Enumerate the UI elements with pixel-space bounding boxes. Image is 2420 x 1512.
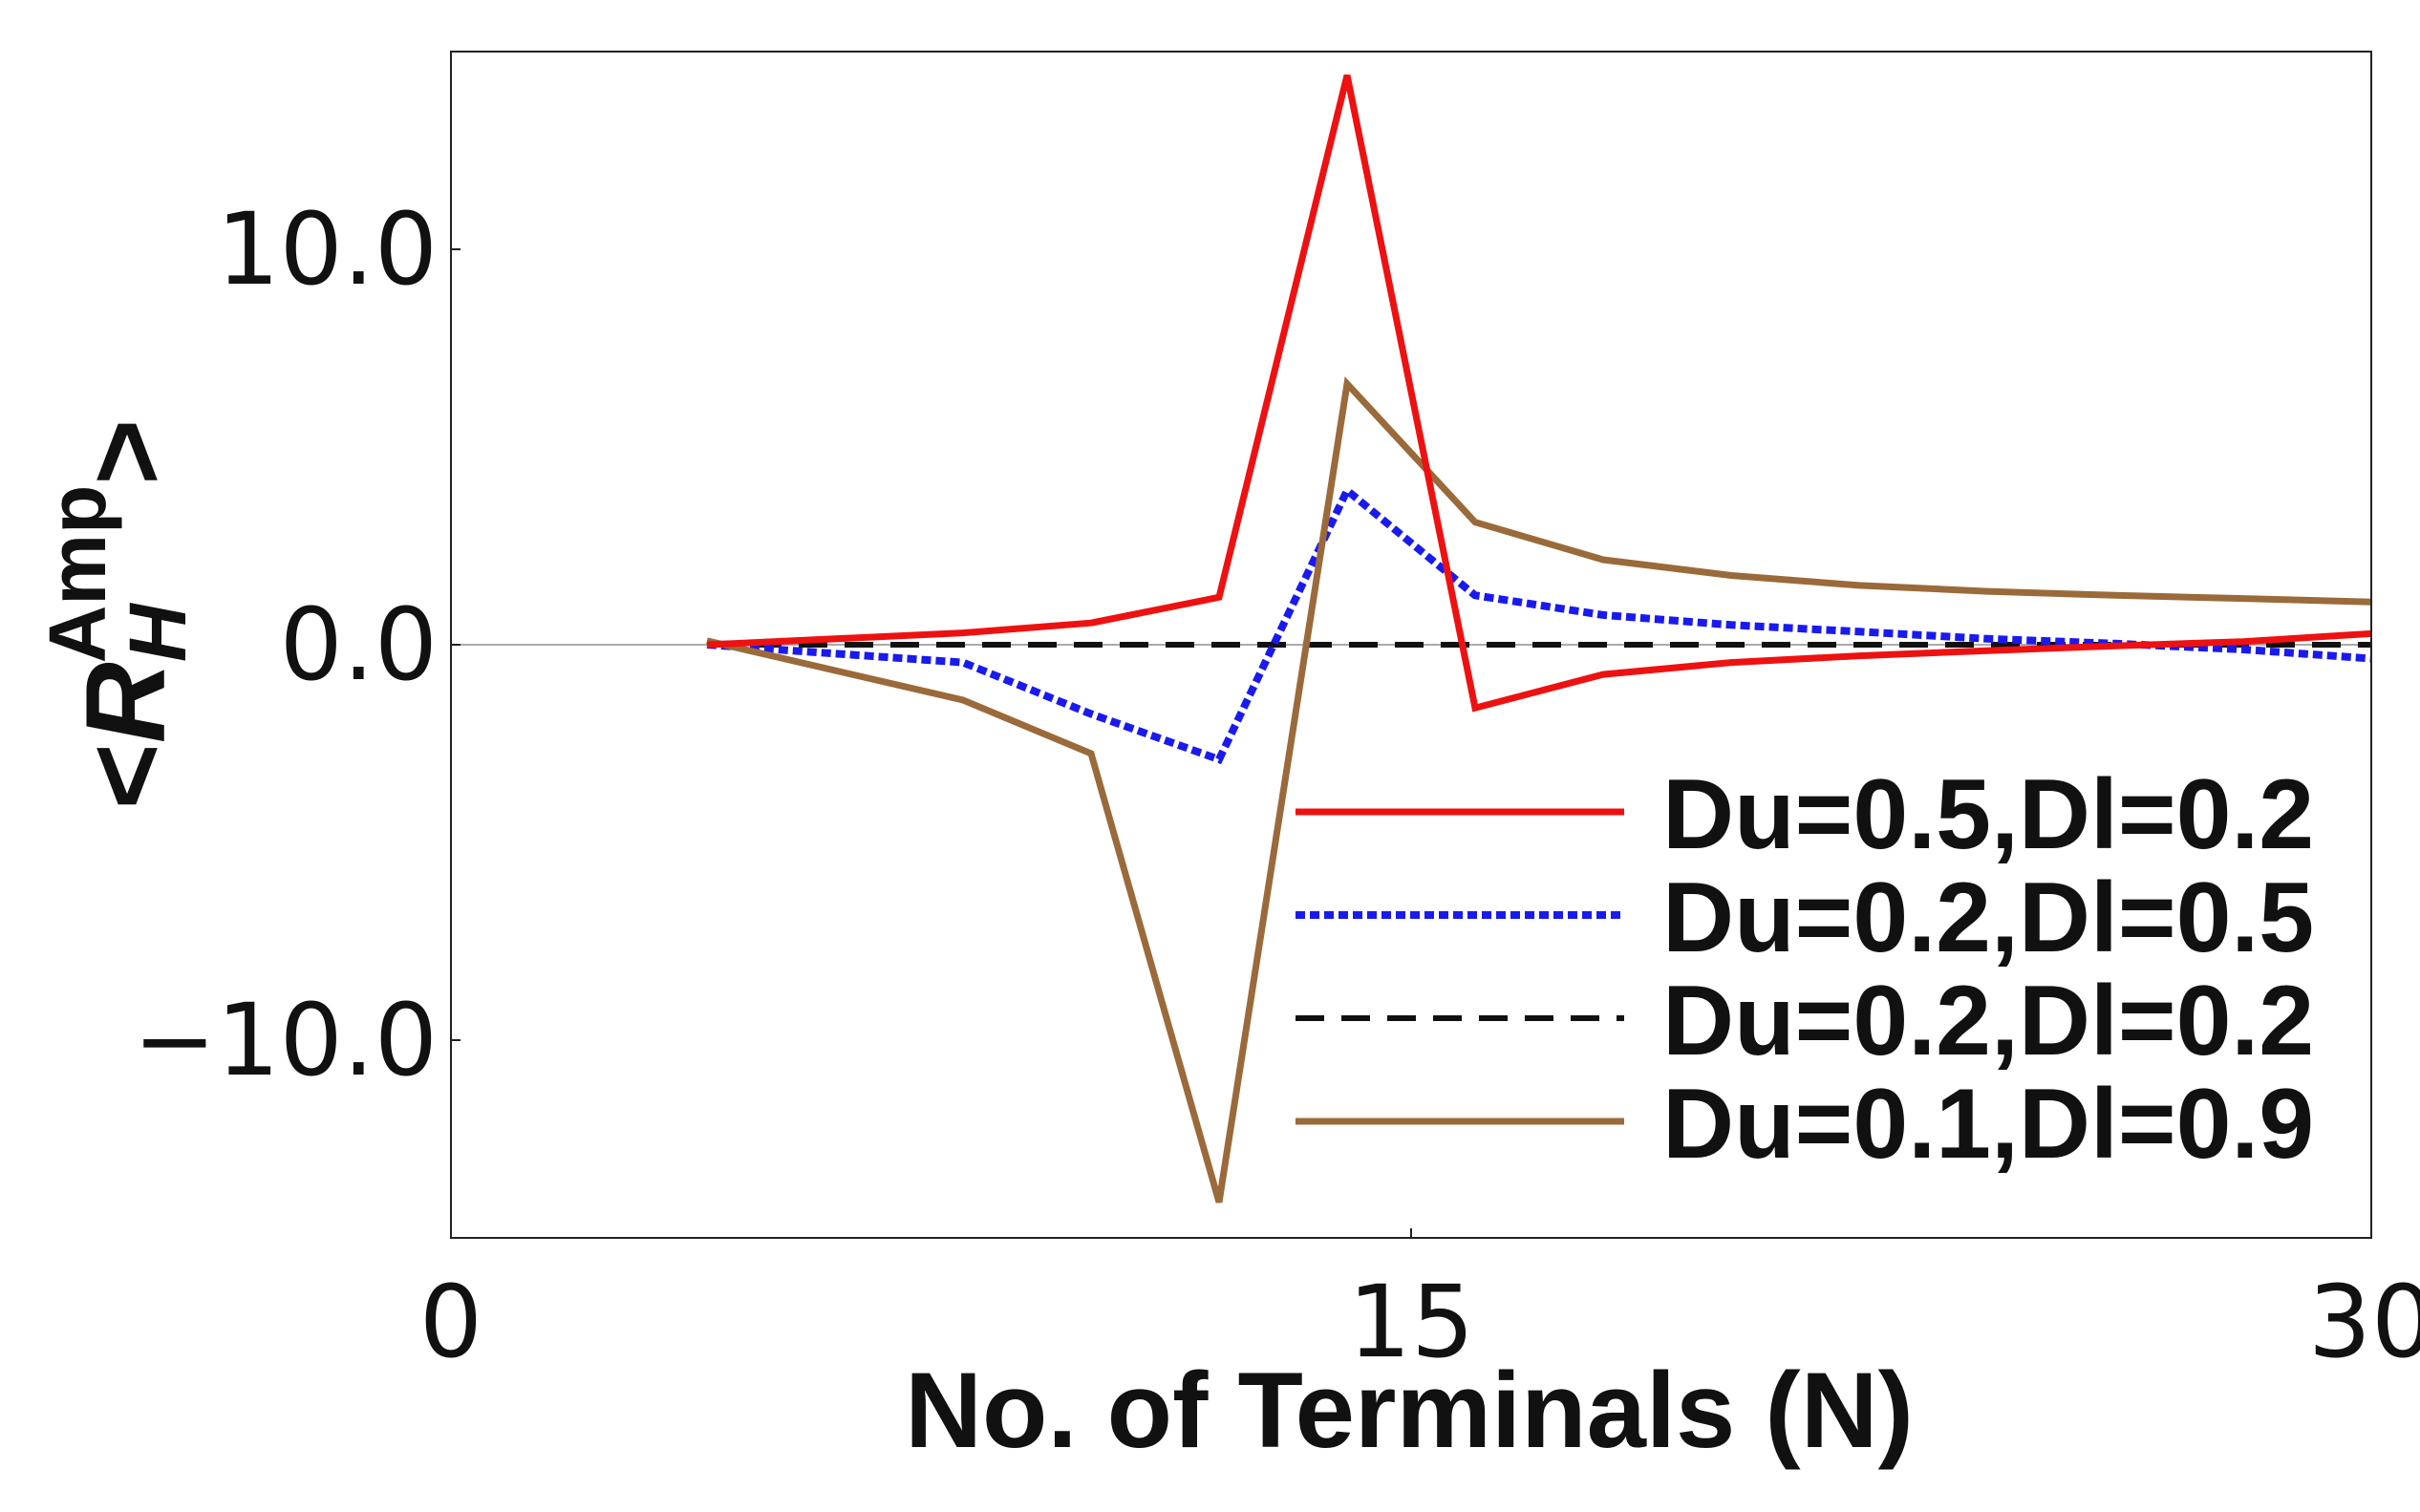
series-line-1 [706, 74, 2372, 713]
x-tick-label: 0 [419, 1264, 482, 1380]
y-tick-label: −10.0 [133, 982, 438, 1098]
y-axis-title-superscript: Amp [32, 485, 122, 664]
legend-label-3: Du=0.2,Dl=0.2 [1662, 966, 2314, 1076]
legend: Du=0.5,Dl=0.2Du=0.2,Dl=0.5Du=0.2,Dl=0.2D… [1296, 759, 2314, 1180]
y-axis-title-base: R [63, 662, 189, 743]
y-axis-title: <RHAmp> [32, 419, 203, 809]
x-axis-title: No. of Terminals (N) [905, 1351, 1914, 1470]
legend-label-2: Du=0.2,Dl=0.5 [1662, 862, 2314, 973]
y-axis-title-subscript: H [113, 602, 203, 662]
series-line-4 [706, 376, 2372, 1203]
y-axis-title-suffix: > [63, 419, 189, 485]
legend-label-1: Du=0.5,Dl=0.2 [1662, 759, 2314, 870]
x-tick-label: 15 [1348, 1264, 1474, 1380]
x-tick-label: 30 [2308, 1264, 2420, 1380]
svg-text:<RHAmp>: <RHAmp> [32, 419, 203, 809]
y-axis-title-prefix: < [63, 743, 189, 809]
y-tick-label: 0.0 [280, 586, 438, 703]
series-layer [706, 74, 2372, 1203]
tick-layer: 0 15 30 −10.0 0.0 10.0 [133, 191, 2420, 1380]
y-tick-label: 10.0 [216, 191, 438, 308]
legend-label-4: Du=0.1,Dl=0.9 [1662, 1069, 2314, 1180]
